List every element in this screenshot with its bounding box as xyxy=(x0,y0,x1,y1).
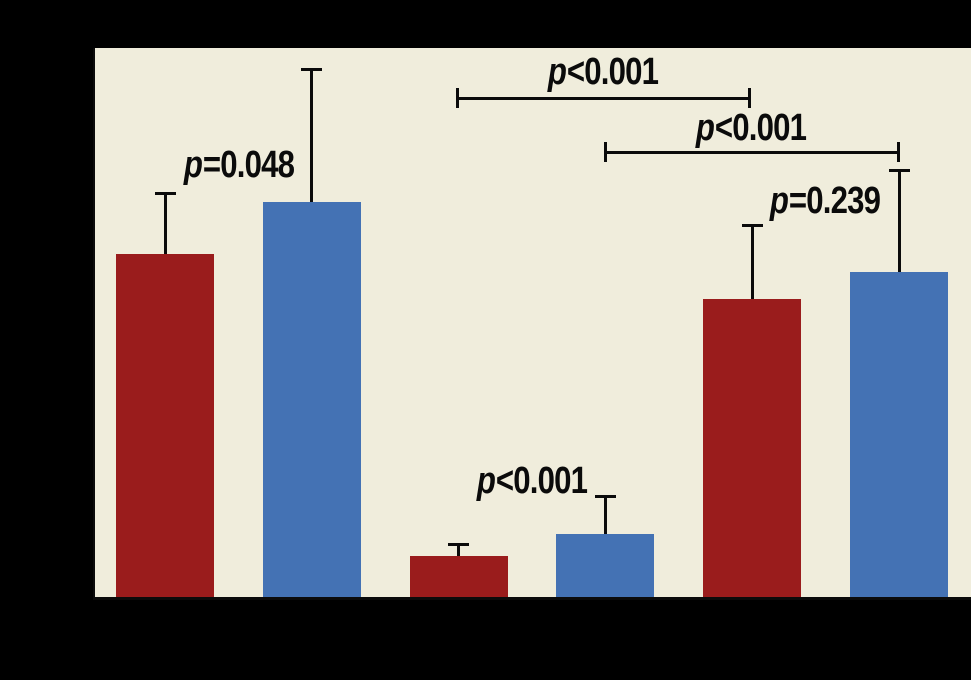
error-bar-cap-group-1-blue xyxy=(301,68,322,71)
error-bar-line-group-1-red xyxy=(164,193,167,254)
p-italic: p xyxy=(183,144,203,186)
error-bar-line-group-1-blue xyxy=(310,69,313,202)
plot-area: p<0.001 p<0.001 p=0.048 p<0.001 p=0.239 xyxy=(93,48,971,600)
p-value-text: =0.048 xyxy=(202,144,295,186)
p-value-label-bracket: p<0.001 xyxy=(547,51,659,93)
significance-bracket-tick xyxy=(897,142,900,162)
p-value-text: <0.001 xyxy=(495,460,588,502)
p-italic: p xyxy=(476,460,496,502)
bar-group-3-blue xyxy=(850,272,948,597)
significance-bracket-tick xyxy=(748,88,751,108)
error-bar-line-group-2-blue xyxy=(604,496,607,534)
p-value-text: =0.239 xyxy=(788,180,881,222)
error-bar-line-group-2-red xyxy=(457,544,460,556)
p-value-text: <0.001 xyxy=(714,107,807,149)
p-italic: p xyxy=(695,107,715,149)
error-bar-line-group-3-red xyxy=(751,225,754,299)
p-value-text: <0.001 xyxy=(566,51,659,93)
bar-group-1-red xyxy=(116,254,214,597)
error-bar-cap-group-3-blue xyxy=(889,169,910,172)
p-italic: p xyxy=(769,180,789,222)
p-value-label-bracket: p<0.001 xyxy=(695,107,807,149)
bar-group-2-red xyxy=(410,556,508,597)
p-italic: p xyxy=(547,51,567,93)
p-value-label-pair: p=0.048 xyxy=(183,144,295,186)
error-bar-line-group-3-blue xyxy=(898,170,901,272)
significance-bracket-tick xyxy=(604,142,607,162)
p-value-label-pair: p=0.239 xyxy=(769,180,881,222)
error-bar-cap-group-2-blue xyxy=(595,495,616,498)
error-bar-cap-group-1-red xyxy=(155,192,176,195)
bar-group-1-blue xyxy=(263,202,361,597)
error-bar-cap-group-3-red xyxy=(742,224,763,227)
significance-bracket-line xyxy=(605,151,898,154)
p-value-label-pair: p<0.001 xyxy=(476,460,588,502)
significance-bracket-line xyxy=(457,97,749,100)
significance-bracket-tick xyxy=(456,88,459,108)
bar-group-3-red xyxy=(703,299,801,597)
error-bar-cap-group-2-red xyxy=(448,543,469,546)
bar-group-2-blue xyxy=(556,534,654,597)
